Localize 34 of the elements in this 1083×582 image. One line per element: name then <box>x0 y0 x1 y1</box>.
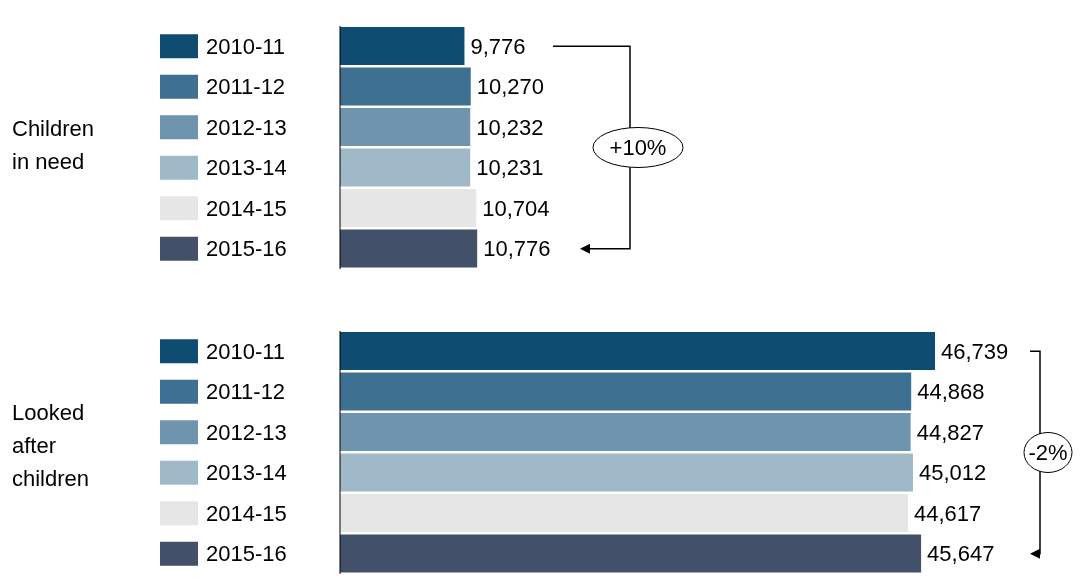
data-label: 45,647 <box>927 541 995 567</box>
bar <box>340 67 471 106</box>
data-label: 9,776 <box>470 33 526 59</box>
text: +10% <box>609 135 667 161</box>
bar <box>340 189 477 227</box>
text: -2% <box>1028 440 1068 466</box>
y-tick-label: 2012-13 <box>206 114 287 140</box>
y-tick-label: 2010-11 <box>206 338 286 364</box>
bar <box>340 27 465 65</box>
y-tick-label: 2015-16 <box>206 236 287 262</box>
y-tick-label: 2013-14 <box>206 460 287 486</box>
data-label: 44,617 <box>913 500 982 526</box>
y-tick-label: 2014-15 <box>206 500 287 526</box>
y-tick-label: 2010-11 <box>206 33 286 59</box>
y-tick-label: 2011-12 <box>206 74 286 100</box>
data-label: 10,232 <box>476 114 544 140</box>
data-label: 10,270 <box>476 74 545 100</box>
y-axis-title: Children in need <box>12 115 95 176</box>
data-label: 44,868 <box>917 379 985 405</box>
data-label: 46,739 <box>941 338 1009 364</box>
y-tick-label: 2014-15 <box>206 195 287 221</box>
y-axis-title: Looked after children <box>12 398 91 493</box>
data-label: 45,012 <box>919 460 987 486</box>
y-tick-label: 2012-13 <box>206 419 287 445</box>
bar <box>340 108 471 146</box>
data-label: 10,776 <box>483 236 551 262</box>
data-label: 44,827 <box>916 419 984 445</box>
data-label: 10,704 <box>482 195 550 221</box>
data-label: 10,231 <box>476 155 544 181</box>
bar <box>340 229 478 268</box>
y-tick-label: 2013-14 <box>206 155 287 181</box>
y-tick-label: 2011-12 <box>206 379 286 405</box>
bar <box>340 148 471 187</box>
y-tick-label: 2015-16 <box>206 541 287 567</box>
